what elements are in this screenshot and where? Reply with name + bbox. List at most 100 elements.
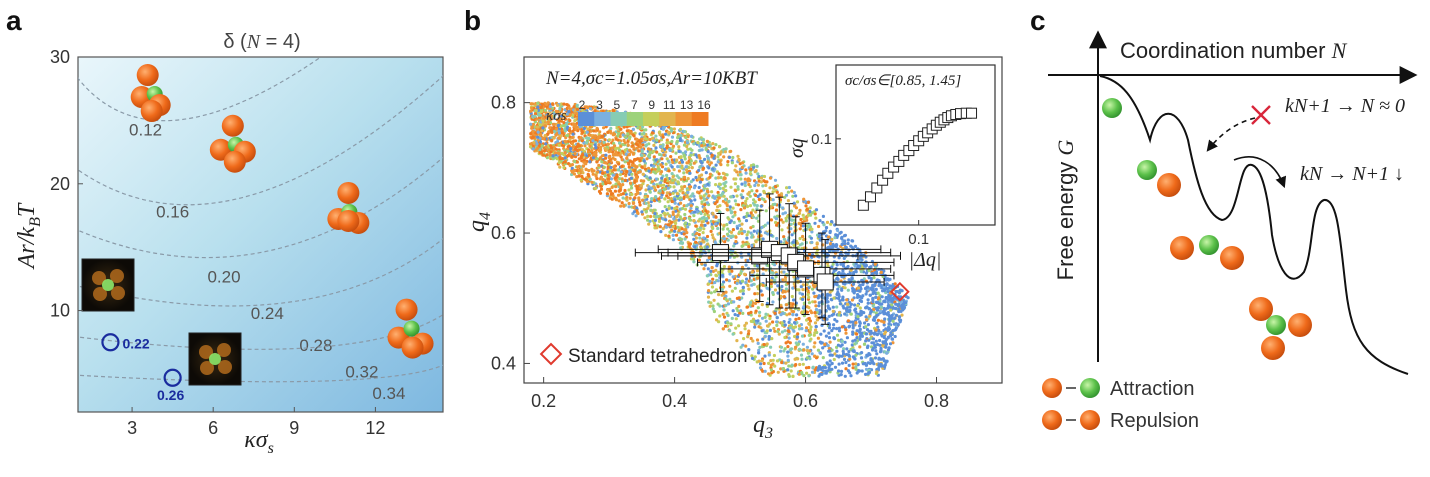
scatter-point [714,288,719,292]
scatter-point [804,366,809,370]
scatter-point [692,214,696,218]
scatter-point [596,135,601,139]
scatter-point [851,366,855,370]
scatter-point [678,196,683,200]
scatter-point [627,162,631,166]
scatter-point [848,272,852,276]
contour-line [73,0,448,9]
scatter-point [705,234,710,239]
scatter-point [750,283,754,287]
scatter-point [539,133,543,137]
scatter-point [745,236,749,240]
scatter-point [844,328,848,332]
contour-label: 0.16 [156,203,189,222]
scatter-point [633,168,637,172]
scatter-point [736,278,740,282]
scatter-point [732,220,736,225]
scatter-point [790,294,794,299]
scatter-point [600,160,604,164]
scatter-point [837,292,841,297]
scatter-point [716,279,720,283]
scatter-point [813,368,817,372]
scatter-point [616,193,621,197]
scatter-point [900,289,904,293]
scatter-point [772,326,776,331]
scatter-point [641,172,645,176]
scatter-point [721,186,725,190]
scatter-point [853,338,857,342]
scatter-point [802,374,806,378]
scatter-point [661,191,665,195]
scatter-point [684,221,688,225]
scatter-point [685,204,689,208]
scatter-point [624,135,628,139]
scatter-point [795,313,799,317]
scatter-point [831,305,835,309]
scatter-point [832,296,836,300]
scatter-point [737,324,741,328]
scatter-point [689,153,693,157]
scatter-point [614,147,618,151]
scatter-point [664,132,668,136]
scatter-point [729,149,733,153]
scatter-point [591,139,595,143]
scatter-point [844,331,848,335]
scatter-point [562,102,566,106]
scatter-point [741,189,745,193]
scatter-point [643,164,647,168]
scatter-point [536,105,540,109]
scatter-point [554,127,559,131]
scatter-point [736,154,740,158]
panel-b-letter: b [464,5,481,36]
scatter-point [680,186,684,190]
scatter-point [849,312,853,316]
scatter-point [624,152,628,156]
scatter-point [590,180,594,184]
scatter-point [689,162,693,166]
scatter-point [535,125,540,129]
scatter-point [789,351,793,355]
scatter-point [648,150,652,154]
scatter-point [762,174,767,179]
scatter-point [662,153,666,157]
scatter-point [861,294,865,298]
scatter-point [639,183,643,188]
scatter-point [656,185,660,189]
scatter-point [740,222,744,226]
scatter-point [692,194,696,198]
scatter-point [692,186,697,190]
scatter-point [572,168,576,172]
scatter-point [761,184,765,188]
scatter-point [581,171,585,175]
scatter-point [725,223,729,227]
scatter-point [840,298,845,302]
scatter-point [755,292,760,296]
scatter-point [810,227,814,231]
scatter-point [693,198,697,202]
scatter-point [606,130,610,134]
scatter-point [673,189,678,193]
scatter-point [706,150,710,154]
scatter-point [742,206,747,210]
orange-particle [395,298,418,321]
scatter-point [808,328,813,332]
scatter-point [610,146,615,150]
scatter-point [765,329,769,333]
contour-label: 0.28 [299,336,332,355]
scatter-point [786,354,790,358]
scatter-point [722,280,726,284]
scatter-point [739,227,743,231]
scatter-point [883,365,887,369]
scatter-point [852,291,856,295]
scatter-point [698,165,702,169]
scatter-point [743,324,747,328]
scatter-point [814,216,818,220]
scatter-point [530,126,534,130]
scatter-point [586,172,590,176]
scatter-point [843,239,847,243]
scatter-point [722,223,726,227]
scatter-point [757,351,761,355]
scatter-point [791,194,795,198]
scatter-point [802,197,806,201]
scatter-point [676,165,680,169]
